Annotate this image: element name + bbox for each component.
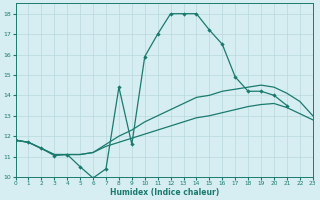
X-axis label: Humidex (Indice chaleur): Humidex (Indice chaleur) [109, 188, 219, 197]
